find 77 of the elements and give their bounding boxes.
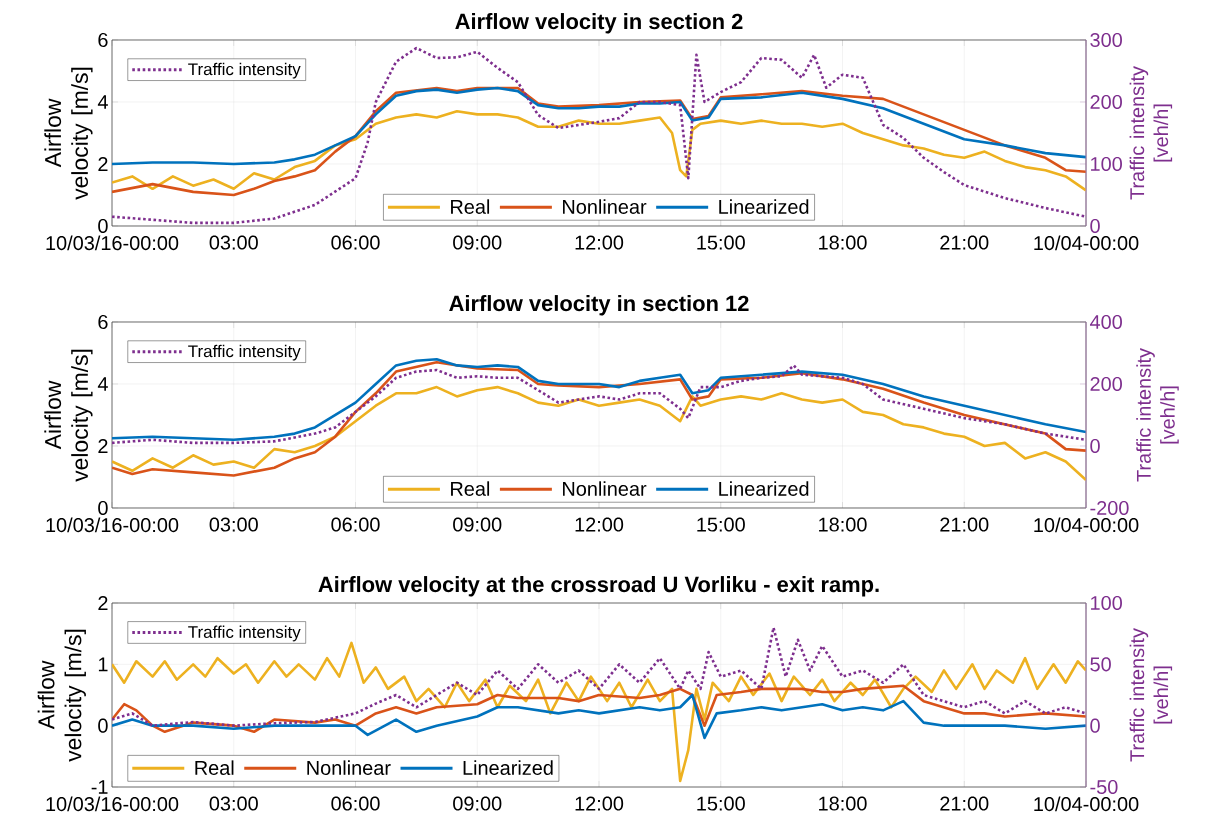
legend-label: Traffic intensity: [188, 62, 301, 79]
x-tick-label: 15:00: [697, 235, 745, 250]
x-tick-label: 15:00: [697, 796, 745, 811]
y2-tick-label: 200: [1090, 376, 1122, 392]
y-tick-label: 0: [98, 500, 108, 516]
chart-title: Airflow velocity at the crossroad U Vorliku - exit ramp.: [318, 576, 879, 597]
line-series: [112, 385, 1087, 482]
x-tick-label: 03:00: [209, 517, 258, 532]
y2-tick-label: 0: [1090, 438, 1100, 454]
x-tick-label: 10/03/16-00:00: [46, 517, 179, 533]
x-tick-label: 10/04-00:00: [1034, 796, 1139, 812]
legend-label: Real: [195, 760, 234, 775]
y-axis-title: Airflow velocity [m/s]: [44, 67, 93, 200]
x-tick-label: 12:00: [575, 796, 624, 811]
y2-tick-label: 0: [1090, 718, 1100, 733]
legend-label: Real: [451, 199, 490, 214]
x-tick-label: 18:00: [819, 517, 867, 532]
y-tick-label: 2: [98, 596, 108, 610]
line-series: [112, 109, 1087, 192]
legend-label: Linearized: [719, 481, 809, 496]
x-tick-label: 09:00: [453, 796, 502, 811]
line-series: [112, 641, 1087, 783]
y2-axis-title: Traffic intensity [veh/h]: [1129, 66, 1173, 200]
line-series: [112, 86, 1087, 166]
x-tick-label: 15:00: [697, 517, 745, 532]
legend-label: Nonlinear: [307, 760, 391, 775]
y-axis-title: Airflow velocity [m/s]: [37, 629, 86, 762]
x-tick-label: 06:00: [331, 235, 380, 250]
x-tick-label: 18:00: [819, 235, 867, 250]
legend-label: Traffic intensity: [188, 344, 301, 361]
y2-tick-label: 400: [1089, 314, 1122, 330]
x-tick-label: 10/03/16-00:00: [46, 796, 179, 812]
x-tick-label: 21:00: [940, 796, 989, 811]
x-tick-label: 10/04-00:00: [1034, 517, 1139, 533]
x-tick-label: 03:00: [209, 235, 258, 250]
line-series: [112, 46, 1087, 225]
x-tick-label: 06:00: [331, 796, 380, 811]
legend-label: Linearized: [463, 760, 553, 775]
y-tick-label: 4: [97, 377, 108, 391]
y-tick-label: -1: [91, 780, 108, 794]
y-tick-label: 2: [98, 439, 108, 453]
y-axis-title: Airflow velocity [m/s]: [44, 349, 93, 482]
y2-tick-label: 50: [1090, 657, 1111, 672]
legend-label: Linearized: [719, 199, 809, 214]
x-tick-label: 06:00: [331, 517, 380, 532]
x-tick-label: 21:00: [940, 235, 989, 250]
chart-title: Airflow velocity in section 2: [455, 13, 743, 34]
y-tick-label: 6: [98, 314, 108, 330]
y-tick-label: 2: [98, 157, 108, 171]
x-tick-label: 09:00: [453, 517, 502, 532]
x-tick-label: 10/03/16-00:00: [46, 235, 179, 251]
y2-tick-label: 100: [1091, 595, 1122, 611]
x-tick-label: 12:00: [575, 235, 624, 250]
legend-label: Real: [451, 481, 490, 496]
x-tick-label: 09:00: [453, 235, 502, 250]
legend-label: Traffic intensity: [188, 625, 301, 642]
y2-tick-label: 300: [1090, 32, 1122, 48]
x-tick-label: 03:00: [209, 796, 258, 811]
y-tick-label: 4: [97, 95, 108, 109]
chart-title: Airflow velocity in section 12: [449, 295, 749, 316]
y2-tick-label: 200: [1090, 94, 1122, 110]
x-tick-label: 12:00: [575, 517, 624, 532]
x-tick-label: 21:00: [940, 517, 989, 532]
legend-label: Nonlinear: [563, 481, 647, 496]
y2-tick-label: -50: [1090, 779, 1118, 795]
y2-axis-title: Traffic intensity [veh/h]: [1129, 628, 1173, 762]
y2-axis-title: Traffic intensity [veh/h]: [1136, 348, 1179, 482]
y-tick-label: 0: [98, 718, 108, 733]
y-tick-label: 6: [98, 32, 108, 48]
y-tick-label: 1: [98, 657, 108, 672]
x-tick-label: 10/04-00:00: [1034, 235, 1139, 251]
y-tick-label: 0: [98, 218, 108, 234]
y2-tick-label: -200: [1090, 500, 1129, 516]
legend-label: Nonlinear: [563, 199, 647, 214]
y2-tick-label: 0: [1090, 218, 1100, 234]
x-tick-label: 18:00: [819, 796, 867, 811]
y2-tick-label: 100: [1091, 156, 1122, 172]
